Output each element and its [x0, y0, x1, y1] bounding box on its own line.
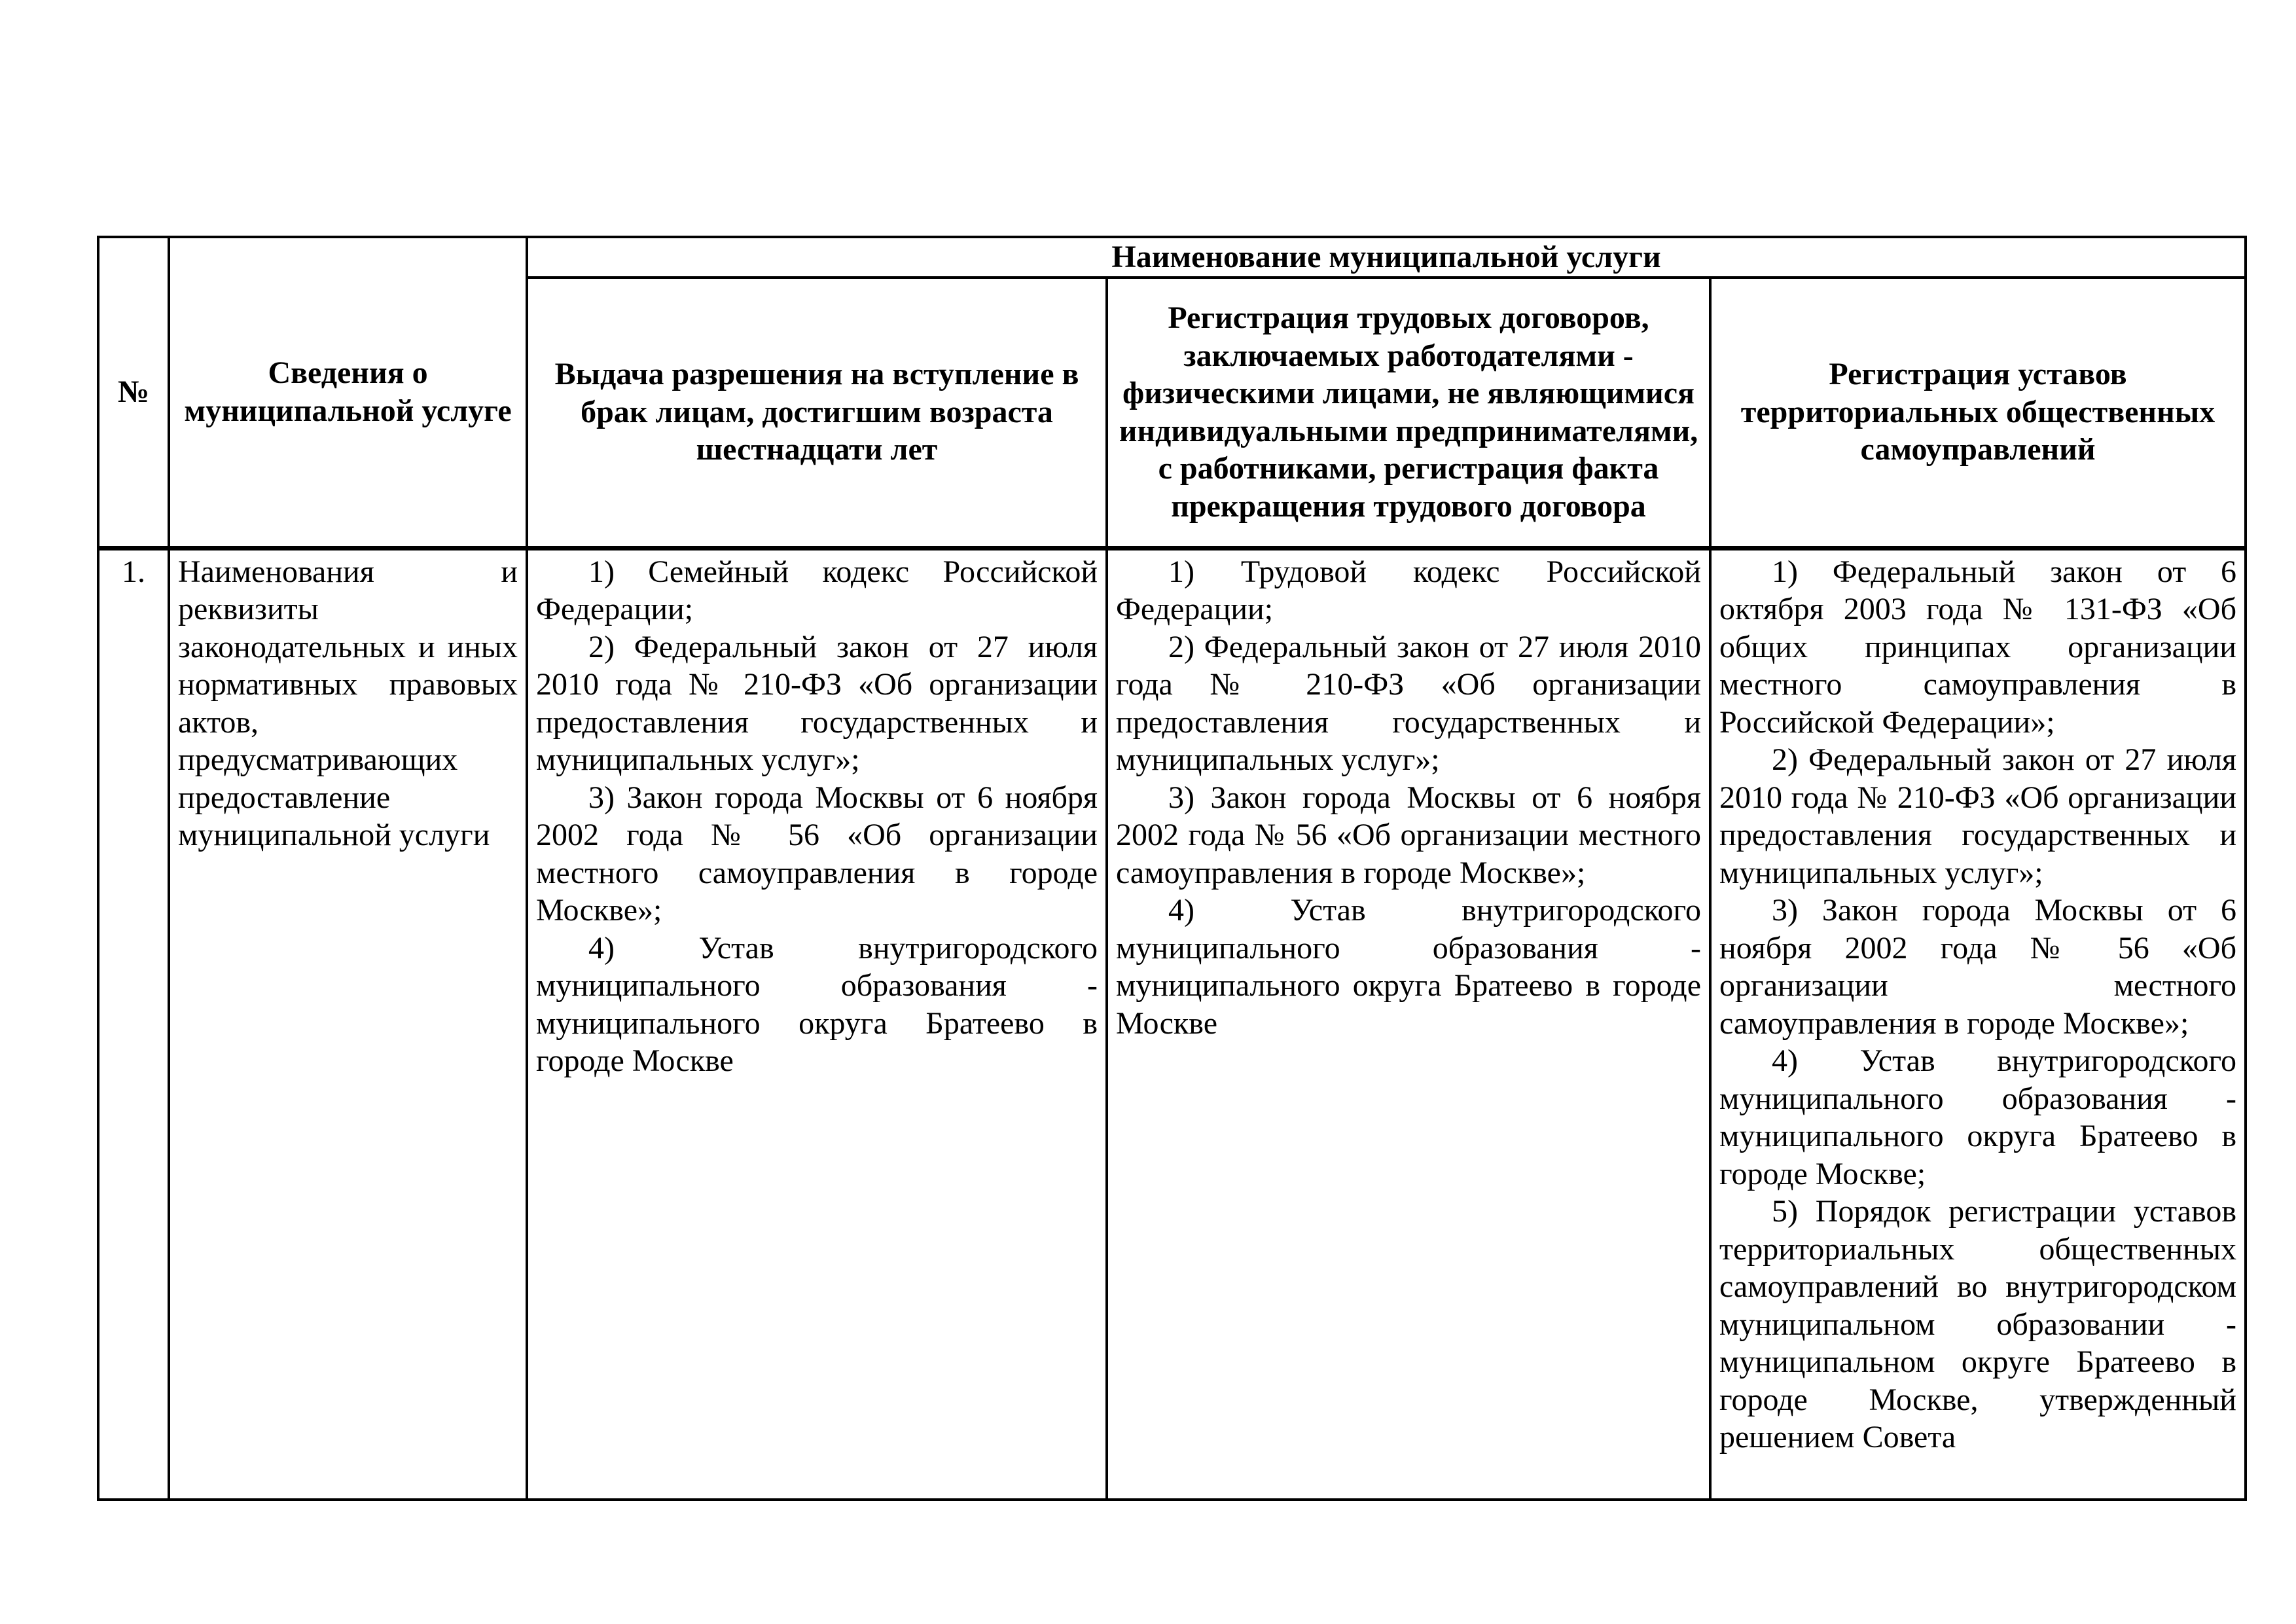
- act-item: 3) Закон города Москвы от 6 ноября 2002 …: [536, 780, 1098, 928]
- act-item: 1) Трудовой кодекс Российской Федерации;: [1116, 554, 1701, 627]
- row-number: 1.: [97, 547, 170, 1501]
- header-service-tos-charters: Регистрация уставов территориальных обще…: [1709, 276, 2247, 550]
- act-item: 2) Федеральный закон от 27 июля 2010 год…: [1719, 742, 2236, 890]
- act-item: 3) Закон города Москвы от 6 ноября 2002 …: [1116, 780, 1701, 890]
- act-item: 4) Устав внутригородского муниципального…: [536, 930, 1098, 1079]
- act-item: 1) Федеральный закон от 6 октября 2003 г…: [1719, 554, 2236, 740]
- row-info-text: Наименования и реквизиты законодательных…: [178, 554, 518, 853]
- cell-tos-acts: 1) Федеральный закон от 6 октября 2003 г…: [1709, 547, 2247, 1501]
- act-item: 4) Устав внутригородского муниципального…: [1719, 1043, 2236, 1191]
- act-item: 3) Закон города Москвы от 6 ноября 2002 …: [1719, 893, 2236, 1041]
- header-number: №: [97, 236, 170, 550]
- header-service-labor-contracts: Регистрация трудовых договоров, заключае…: [1105, 276, 1712, 550]
- header-info: Сведения о муниципальной услуге: [168, 236, 528, 550]
- act-item: 2) Федеральный закон от 27 июля 2010 год…: [1116, 629, 1701, 778]
- header-service-marriage: Выдача разрешения на вступление в брак л…: [526, 276, 1108, 550]
- row-info: Наименования и реквизиты законодательных…: [168, 547, 528, 1501]
- services-table: № Сведения о муниципальной услуге Наимен…: [97, 236, 2247, 1501]
- header-service-group: Наименование муниципальной услуги: [526, 236, 2247, 279]
- cell-marriage-acts: 1) Семейный кодекс Российской Федерации;…: [526, 547, 1108, 1501]
- act-item: 5) Порядок регистрации уставов территори…: [1719, 1194, 2236, 1454]
- act-item: 1) Семейный кодекс Российской Федерации;: [536, 554, 1098, 627]
- cell-labor-acts: 1) Трудовой кодекс Российской Федерации;…: [1105, 547, 1712, 1501]
- act-item: 2) Федеральный закон от 27 июля 2010 год…: [536, 629, 1098, 778]
- table-row: 1. Наименования и реквизиты законодатель…: [97, 547, 2247, 1501]
- act-item: 4) Устав внутригородского муниципального…: [1116, 893, 1701, 1041]
